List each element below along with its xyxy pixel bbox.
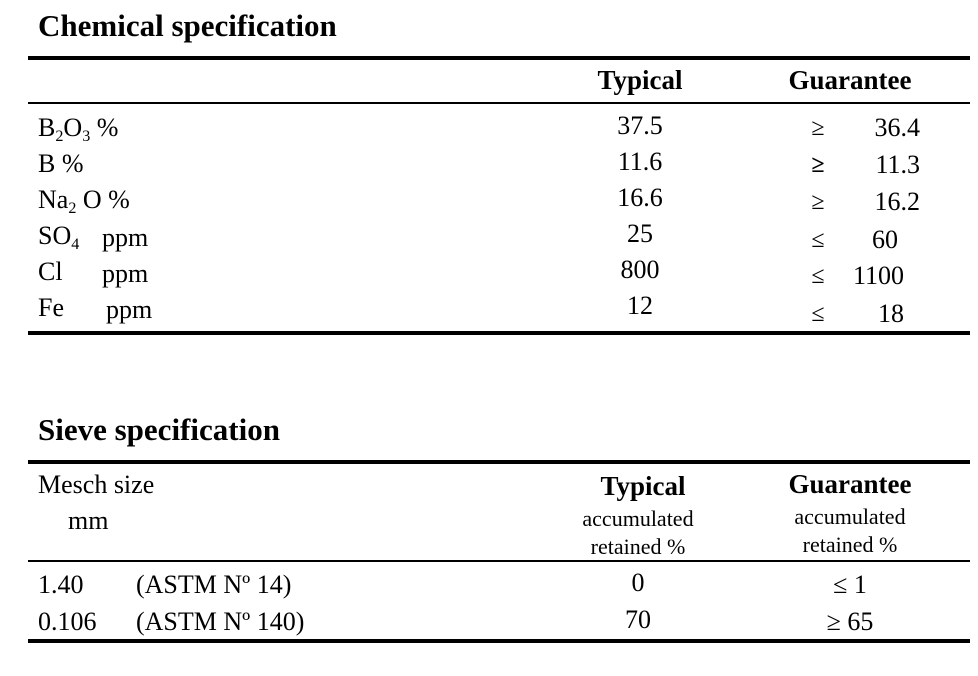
chemical-row-typical: 37.5 — [617, 111, 663, 140]
chemical-row-guarantee: 60 — [872, 225, 898, 254]
chemical-row-unit: ppm — [102, 259, 149, 288]
sieve-bottom-rule — [28, 639, 970, 643]
chemical-row-operator: ≤ — [811, 263, 825, 289]
sieve-row-guarantee: ≤ 1 — [833, 570, 867, 599]
sieve-row-guarantee: ≥ 65 — [826, 607, 874, 636]
chemical-row-operator: ≥ — [811, 152, 825, 178]
sieve-row-size: 0.106 — [38, 607, 97, 636]
sieve-typical-subheader-1: accumulated — [582, 506, 694, 531]
chemical-row-typical: 12 — [627, 291, 653, 320]
sieve-row-typical: 0 — [631, 568, 645, 597]
chemical-row-guarantee: 18 — [878, 299, 904, 328]
chemical-row-operator: ≥ — [811, 115, 825, 141]
chemical-row-operator: ≤ — [811, 227, 825, 253]
sieve-guarantee-subheader-2: retained % — [802, 532, 898, 557]
chemical-row-guarantee: 16.2 — [874, 187, 921, 216]
chemical-typical-header: Typical — [597, 65, 683, 95]
chemical-row-typical: 11.6 — [617, 147, 663, 176]
chemical-row-operator: ≥ — [811, 189, 825, 215]
chemical-bottom-rule — [28, 331, 970, 335]
sieve-guarantee-header: Guarantee — [788, 469, 912, 499]
chemical-row-guarantee: 36.4 — [874, 113, 921, 142]
sieve-typical-header: Typical — [600, 471, 686, 501]
chemical-guarantee-header: Guarantee — [788, 65, 912, 95]
chemical-row-name: SO4 — [38, 221, 80, 253]
sieve-row-typical: 70 — [625, 605, 651, 634]
sieve-mesh-unit: mm — [68, 506, 109, 535]
chemical-row-operator: ≤ — [811, 301, 825, 327]
sieve-mesh-header: Mesch size — [38, 470, 155, 499]
chemical-row-typical: 800 — [620, 255, 660, 284]
chemical-row-typical: 25 — [627, 219, 653, 248]
chemical-row-name: Fe — [38, 293, 64, 322]
chemical-row-name: B % — [38, 149, 84, 178]
chemical-row-unit: ppm — [106, 295, 153, 324]
chemical-row-guarantee: 11.3 — [875, 150, 920, 179]
chemical-top-rule — [28, 56, 970, 60]
chemical-row-name: Cl — [38, 257, 63, 286]
sieve-section-title: Sieve specification — [38, 412, 280, 447]
sieve-guarantee-subheader-1: accumulated — [794, 504, 906, 529]
chemical-row-name: B2O3 % — [38, 113, 119, 145]
chemical-header-rule — [28, 102, 970, 104]
sieve-typical-subheader-2: retained % — [590, 534, 686, 559]
chemical-row-guarantee: 1100 — [852, 261, 904, 290]
sieve-row-size: 1.40 — [38, 570, 84, 599]
sieve-row-astm: (ASTM Nº 140) — [136, 607, 305, 636]
sieve-row-astm: (ASTM Nº 14) — [136, 570, 292, 599]
chemical-row-name: Na2 O % — [38, 185, 130, 217]
sieve-top-rule — [28, 460, 970, 464]
chemical-section-title: Chemical specification — [38, 8, 337, 43]
sieve-header-rule — [28, 560, 970, 562]
chemical-row-unit: ppm — [102, 223, 149, 252]
chemical-row-typical: 16.6 — [617, 183, 663, 212]
